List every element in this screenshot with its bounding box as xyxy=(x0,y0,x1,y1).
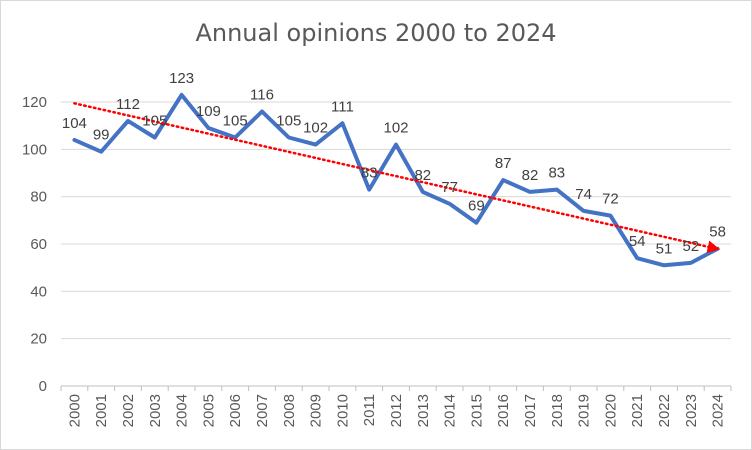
x-tick-label: 2008 xyxy=(281,394,298,427)
data-label: 102 xyxy=(303,120,328,137)
data-label: 54 xyxy=(629,233,646,250)
data-label: 123 xyxy=(169,70,194,87)
x-tick-label: 2023 xyxy=(683,394,700,427)
data-label: 116 xyxy=(250,86,274,103)
x-tick-label: 2016 xyxy=(495,394,512,427)
y-tick-label: 120 xyxy=(22,94,47,111)
x-tick-label: 2014 xyxy=(442,394,459,427)
x-tick-label: 2005 xyxy=(200,394,217,427)
x-tick-label: 2015 xyxy=(468,394,485,427)
chart-title: Annual opinions 2000 to 2024 xyxy=(195,19,557,47)
y-tick-label: 20 xyxy=(30,331,47,348)
data-label: 52 xyxy=(682,238,699,255)
data-label: 87 xyxy=(495,155,512,172)
x-tick-label: 2021 xyxy=(629,394,646,427)
y-tick-label: 80 xyxy=(30,189,47,206)
x-tick-label: 2009 xyxy=(308,394,325,427)
data-label: 99 xyxy=(93,127,110,144)
x-tick-label: 2018 xyxy=(549,394,566,427)
data-label: 82 xyxy=(414,167,431,184)
x-tick-label: 2011 xyxy=(361,394,378,426)
data-label: 109 xyxy=(196,103,221,120)
x-tick-label: 2007 xyxy=(254,394,271,427)
data-label: 104 xyxy=(62,115,87,132)
data-label: 105 xyxy=(276,113,301,130)
data-label: 74 xyxy=(575,186,592,203)
x-tick-label: 2003 xyxy=(147,394,164,427)
data-label: 102 xyxy=(383,120,408,137)
y-tick-label: 100 xyxy=(22,141,47,158)
x-tick-label: 2024 xyxy=(710,394,727,427)
x-tick-label: 2013 xyxy=(415,394,432,427)
data-label: 105 xyxy=(223,113,248,130)
data-label: 51 xyxy=(656,240,673,257)
data-label: 83 xyxy=(361,165,378,182)
data-label: 82 xyxy=(522,167,539,184)
data-label: 69 xyxy=(468,198,485,215)
x-tick-label: 2001 xyxy=(93,394,110,427)
x-tick-label: 2000 xyxy=(66,394,83,427)
x-tick-label: 2006 xyxy=(227,394,244,427)
data-label: 72 xyxy=(602,191,619,208)
x-tick-label: 2002 xyxy=(120,394,137,427)
data-label: 112 xyxy=(116,96,140,113)
x-tick-label: 2017 xyxy=(522,394,539,427)
x-tick-label: 2020 xyxy=(602,394,619,427)
data-label: 77 xyxy=(441,179,458,196)
x-tick-label: 2012 xyxy=(388,394,405,427)
x-tick-label: 2019 xyxy=(576,394,593,427)
y-tick-label: 40 xyxy=(30,283,47,300)
series-line xyxy=(72,92,720,268)
x-tick-label: 2004 xyxy=(174,394,191,427)
y-tick-label: 0 xyxy=(39,378,47,395)
data-label: 111 xyxy=(331,98,354,115)
data-label: 83 xyxy=(548,165,565,182)
data-label: 58 xyxy=(709,224,726,241)
trendline xyxy=(73,102,721,253)
x-tick-label: 2010 xyxy=(334,394,351,427)
y-tick-label: 60 xyxy=(30,236,47,253)
x-tick-label: 2022 xyxy=(656,394,673,427)
data-label: 105 xyxy=(142,113,167,130)
